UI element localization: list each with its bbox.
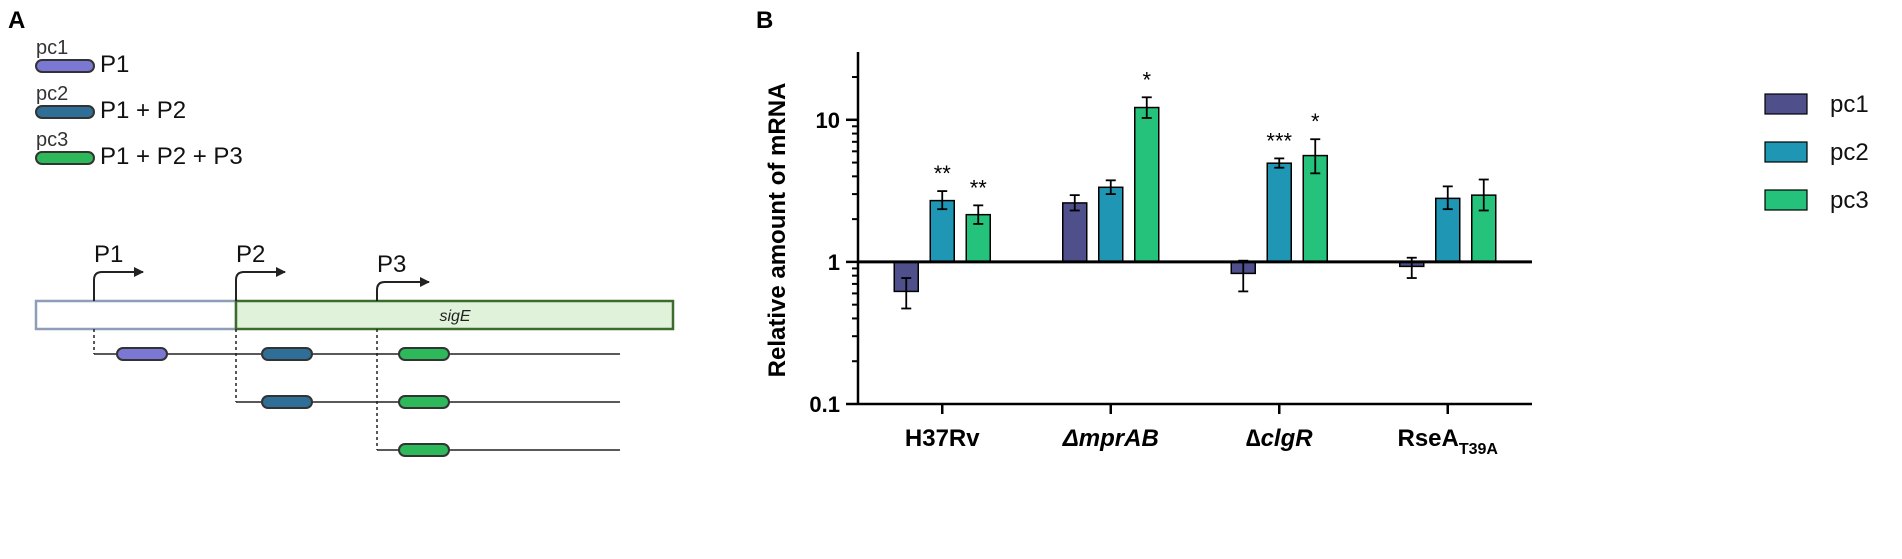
transcript-p3 — [377, 443, 620, 457]
legend-label-pc3: P1 + P2 + P3 — [100, 143, 243, 170]
x-tick-label-subscript: T39A — [1459, 441, 1499, 458]
legend-probe-pc2: pc2 — [36, 83, 68, 105]
promoter-p1: P1 — [93, 241, 144, 301]
y-tick-label: 10 — [816, 108, 840, 133]
transcript-p2 — [236, 395, 620, 409]
legend-label-pc1: pc1 — [1830, 91, 1869, 118]
x-tick-label-text: H37Rv — [905, 425, 980, 452]
legend-item-pc1: pc1 P1 — [35, 37, 129, 78]
x-axis: H37Rv ΔmprAB ∆clgR RseAT39A — [858, 402, 1532, 458]
bar-pc3 — [1302, 154, 1328, 263]
y-axis: 0.1 1 10 — [809, 52, 860, 417]
bar-pc2 — [929, 199, 955, 263]
bar-pc3 — [1134, 106, 1160, 263]
promoter-p3-label: P3 — [377, 251, 406, 278]
x-tick-label: H37Rv — [905, 425, 980, 452]
promoter-p1-arrow — [93, 267, 144, 301]
probe-legend: pc1 P1 pc2 P1 + P2 pc3 P1 + P2 + P3 — [35, 37, 243, 170]
panel-a: A pc1 P1 pc2 P1 + P2 pc3 P1 + P2 + P3 si… — [8, 7, 675, 457]
legend-label-pc2: P1 + P2 — [100, 97, 186, 124]
probe-pc3-on-p2 — [398, 395, 450, 409]
bars: ********* — [893, 67, 1497, 310]
bar-pc2 — [1266, 162, 1292, 263]
significance-marker: * — [1311, 109, 1320, 134]
x-tick-label-text: ∆clgR — [1246, 425, 1313, 452]
promoter-p1-label: P1 — [94, 241, 123, 268]
promoter-p2-label: P2 — [236, 241, 265, 268]
significance-marker: * — [1142, 67, 1151, 92]
legend-label-pc2: pc2 — [1830, 139, 1869, 166]
y-tick-label: 0.1 — [809, 392, 840, 417]
panel-b-label: B — [756, 7, 773, 34]
legend-label-pc1: P1 — [100, 51, 129, 78]
chart-legend: pc1 pc2 pc3 — [1764, 91, 1869, 214]
y-axis-label: Relative amount of mRNA — [764, 83, 791, 378]
promoter-p3: P3 — [376, 251, 430, 301]
sigE-gene-label: sigE — [439, 308, 470, 325]
probe-pc2-on-p2 — [261, 395, 313, 409]
bar-pc1 — [1062, 202, 1088, 263]
upstream-region-box — [34, 299, 238, 331]
promoter-p2-arrow — [235, 267, 286, 301]
x-tick-label: ΔmprAB — [1062, 425, 1159, 452]
probe-pc2-shape — [35, 105, 95, 119]
transcript-p1 — [94, 347, 620, 361]
probe-pc3-on-p3 — [398, 443, 450, 457]
x-tick-label-text: ΔmprAB — [1062, 425, 1159, 452]
legend-item-pc3: pc3 P1 + P2 + P3 — [35, 129, 243, 170]
significance-marker: ** — [934, 161, 952, 186]
probe-pc3-shape — [35, 151, 95, 165]
legend-item-pc2: pc2 P1 + P2 — [35, 83, 186, 124]
sigE-gene-box — [234, 299, 675, 331]
x-tick-label: RseAT39A — [1398, 425, 1499, 458]
legend-swatch-pc2 — [1764, 141, 1808, 163]
legend-swatch-pc1 — [1764, 93, 1808, 115]
promoter-p3-arrow — [376, 277, 430, 301]
y-tick-label: 1 — [828, 250, 840, 275]
promoter-p2: P2 — [235, 241, 286, 301]
probe-pc3-on-p1 — [398, 347, 450, 361]
x-tick-label-text: RseA — [1398, 425, 1459, 452]
x-tick-label: ∆clgR — [1246, 425, 1313, 452]
probe-pc1-on-p1 — [116, 347, 168, 361]
legend-probe-pc3: pc3 — [36, 129, 68, 151]
bar-pc2 — [1098, 186, 1124, 263]
legend-swatch-pc3 — [1764, 189, 1808, 211]
probe-pc2-on-p1 — [261, 347, 313, 361]
probe-pc1-shape — [35, 59, 95, 73]
significance-marker: ** — [970, 175, 988, 200]
legend-label-pc3: pc3 — [1830, 187, 1869, 214]
significance-marker: *** — [1266, 128, 1292, 153]
legend-probe-pc1: pc1 — [36, 37, 68, 59]
panel-a-label: A — [8, 7, 25, 34]
